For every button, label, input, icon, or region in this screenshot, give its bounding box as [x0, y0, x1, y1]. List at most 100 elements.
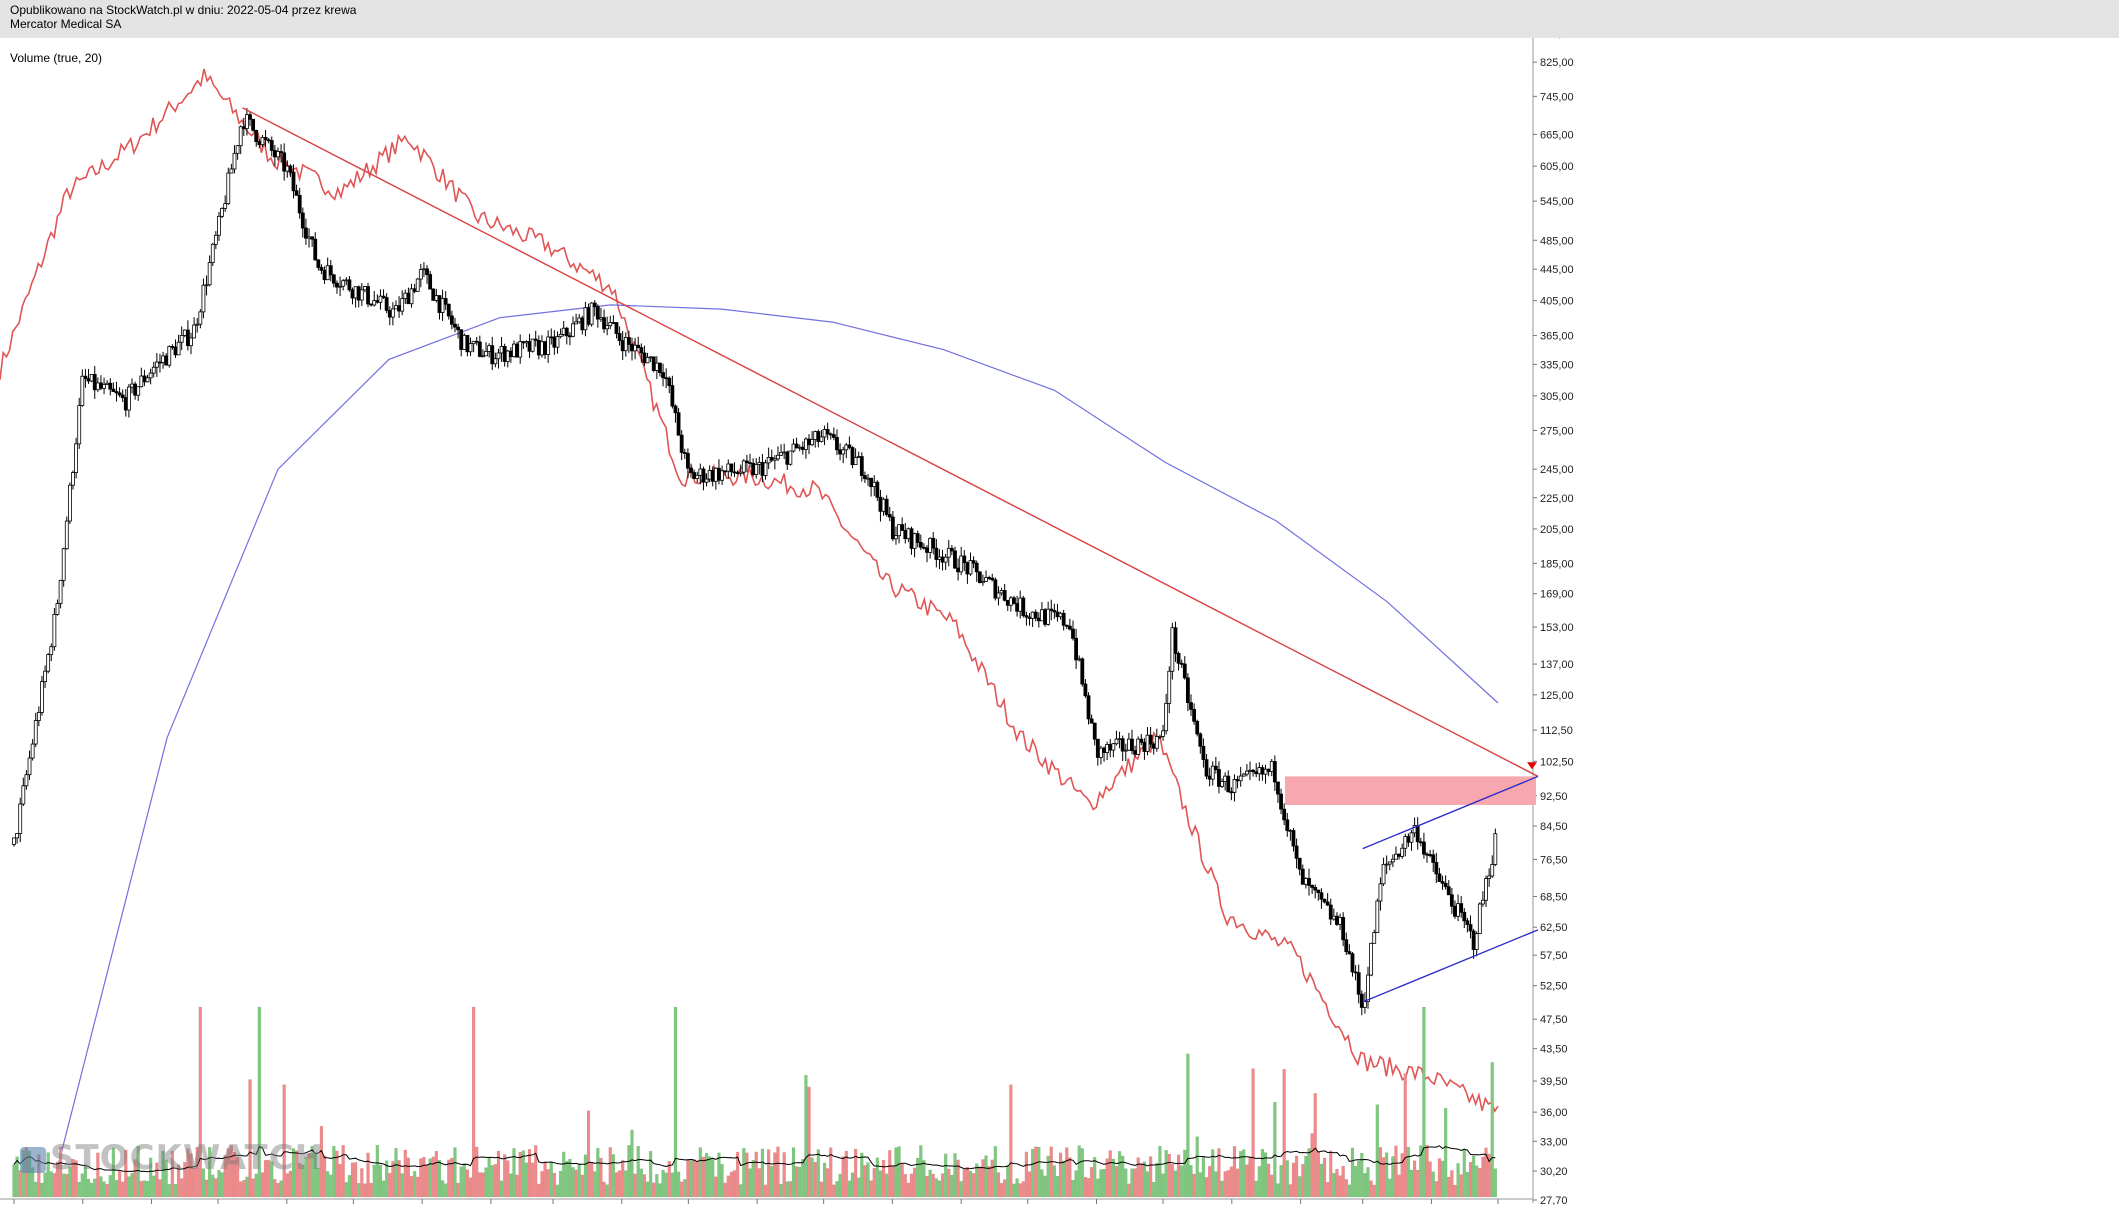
- y-tick-label: 33,00: [1540, 1136, 1568, 1148]
- candle: [164, 355, 169, 366]
- candle: [654, 362, 659, 371]
- volume-bar: [1276, 1183, 1280, 1198]
- y-tick-label: 52,50: [1540, 981, 1568, 993]
- channel-upper-line: [1362, 775, 1539, 850]
- y-tick-label: 76,50: [1540, 854, 1568, 866]
- candle: [505, 350, 510, 362]
- candle: [213, 234, 218, 245]
- candle: [698, 468, 703, 476]
- candle: [754, 464, 759, 476]
- candle: [453, 323, 457, 328]
- volume-bar: [720, 1164, 724, 1198]
- volume-bar: [580, 1174, 584, 1198]
- volume-bar: [1009, 1084, 1013, 1198]
- volume-bar: [232, 1151, 237, 1198]
- candle: [235, 145, 240, 154]
- candle: [437, 295, 442, 313]
- volume-bar: [142, 1180, 147, 1198]
- candle: [822, 429, 827, 438]
- candle: [611, 322, 616, 324]
- candle: [1319, 892, 1324, 900]
- volume-bar: [630, 1129, 634, 1198]
- volume-bar: [763, 1184, 768, 1198]
- candle: [1005, 599, 1010, 606]
- volume-bar: [583, 1154, 588, 1198]
- candle: [1170, 627, 1175, 672]
- candle: [1235, 779, 1240, 782]
- candle: [257, 141, 262, 146]
- candle: [1449, 894, 1454, 907]
- volume-bar: [695, 1160, 699, 1198]
- candle: [987, 577, 992, 579]
- volume-bar: [1384, 1152, 1389, 1198]
- candle: [1468, 924, 1473, 932]
- y-tick-label: 335,00: [1540, 359, 1574, 371]
- volume-bar: [1186, 1053, 1190, 1198]
- candle: [471, 340, 476, 345]
- candle: [909, 528, 914, 549]
- volume-bar: [304, 1157, 308, 1198]
- candle: [695, 474, 700, 480]
- candle: [828, 433, 833, 436]
- candle: [1111, 743, 1116, 751]
- candle: [884, 498, 889, 515]
- candle: [673, 405, 678, 414]
- candle: [338, 285, 342, 288]
- volume-bar: [329, 1174, 333, 1198]
- volume-bar: [459, 1166, 463, 1198]
- candle: [217, 215, 221, 236]
- volume-bar: [853, 1148, 858, 1198]
- candle: [170, 346, 175, 348]
- volume-bar: [152, 1175, 156, 1198]
- candle: [984, 577, 988, 582]
- volume-bar: [71, 1158, 75, 1198]
- volume-bar: [655, 1174, 659, 1198]
- volume-bar: [794, 1166, 799, 1198]
- volume-bar: [1400, 1153, 1404, 1198]
- candle: [847, 444, 852, 448]
- candle: [794, 443, 799, 449]
- candle: [412, 288, 417, 292]
- volume-bar: [925, 1175, 929, 1198]
- candle: [922, 546, 926, 549]
- candle: [99, 382, 103, 389]
- candle: [133, 383, 138, 396]
- candle: [130, 383, 134, 388]
- volume-bar: [1089, 1166, 1094, 1198]
- volume-bar: [1015, 1178, 1019, 1198]
- volume-bar: [680, 1181, 684, 1198]
- volume-bar: [1266, 1163, 1271, 1198]
- candle: [310, 236, 315, 240]
- candle: [1390, 858, 1395, 863]
- volume-bar: [1223, 1171, 1227, 1198]
- candle: [1024, 615, 1029, 618]
- volume-bar: [496, 1150, 501, 1198]
- candle: [620, 340, 625, 352]
- volume-bar: [15, 1156, 19, 1198]
- volume-bar: [1114, 1166, 1119, 1198]
- candle: [49, 646, 54, 656]
- volume-bar: [1052, 1165, 1057, 1198]
- volume-bar: [1139, 1163, 1143, 1198]
- candle: [291, 171, 296, 192]
- price-chart[interactable]: 900,00 825,00 745,00 665,00 605,00 545,00 485,…: [0, 38, 2119, 1205]
- candle: [1381, 863, 1386, 885]
- candle: [359, 289, 364, 301]
- volume-bar: [1459, 1174, 1463, 1198]
- candle: [1046, 608, 1051, 625]
- volume-bar: [1080, 1148, 1084, 1198]
- candle: [524, 341, 529, 344]
- y-tick-label: 365,00: [1540, 331, 1574, 343]
- candle: [738, 471, 743, 474]
- volume-bar: [1235, 1168, 1240, 1198]
- volume-bar: [1037, 1146, 1041, 1198]
- candle: [533, 338, 538, 341]
- volume-bar: [869, 1180, 873, 1198]
- candle: [21, 785, 26, 805]
- volume-bar: [779, 1183, 783, 1198]
- volume-bar: [288, 1170, 293, 1198]
- candle: [1375, 900, 1380, 933]
- candle: [1027, 616, 1032, 619]
- candle: [741, 460, 746, 473]
- volume-bar: [1226, 1170, 1230, 1198]
